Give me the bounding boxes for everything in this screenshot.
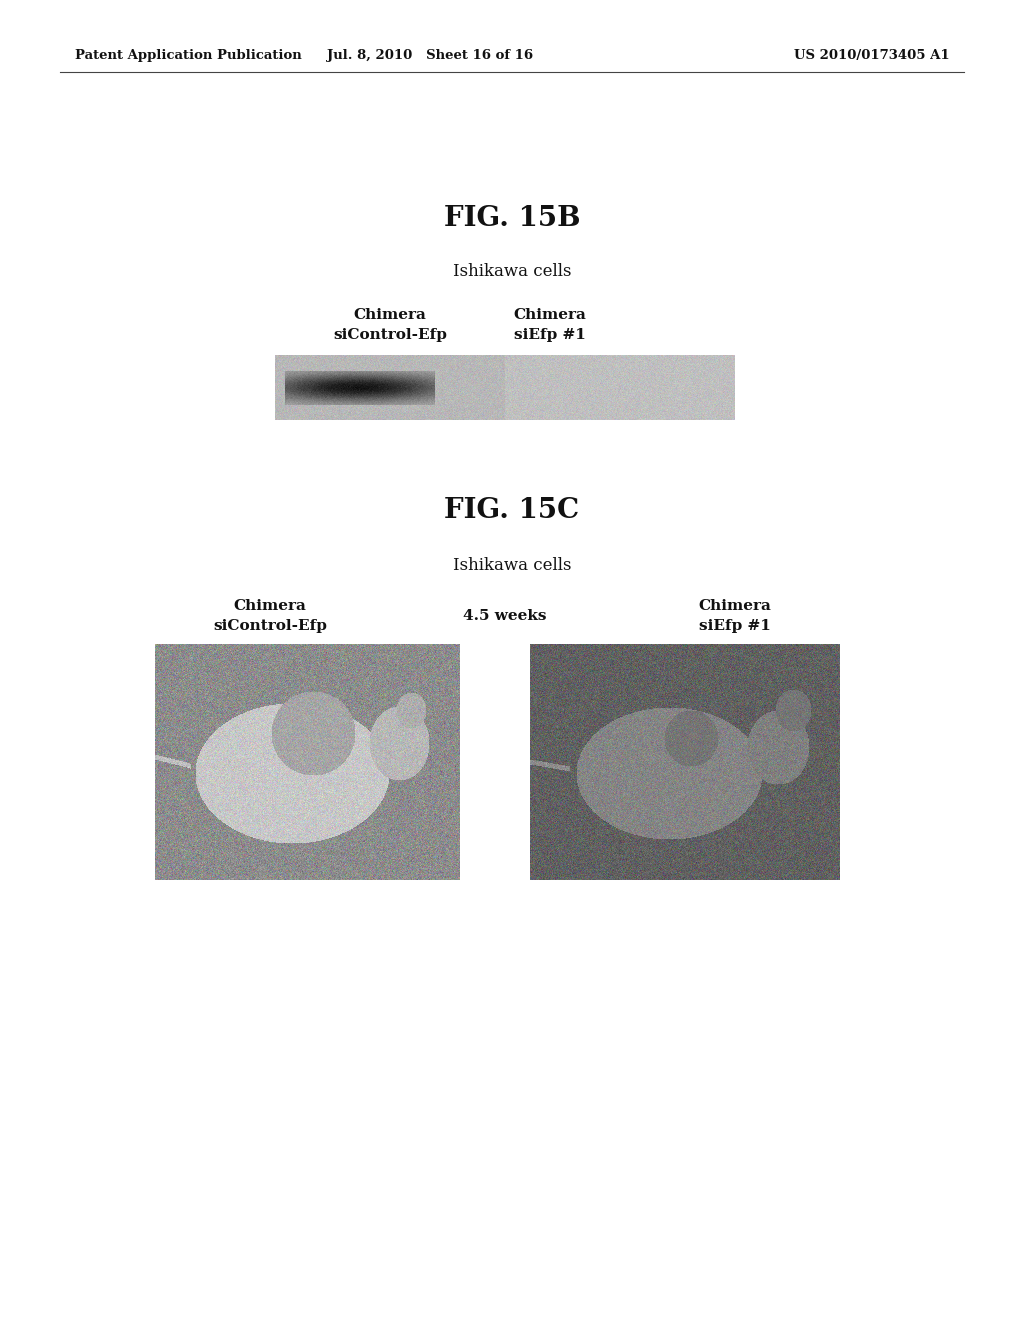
Text: Jul. 8, 2010   Sheet 16 of 16: Jul. 8, 2010 Sheet 16 of 16 [327, 49, 534, 62]
Text: FIG. 15C: FIG. 15C [444, 496, 580, 524]
Text: US 2010/0173405 A1: US 2010/0173405 A1 [795, 49, 950, 62]
Text: Chimera: Chimera [514, 308, 587, 322]
Text: siControl-Efp: siControl-Efp [333, 327, 446, 342]
Text: siEfp #1: siEfp #1 [699, 619, 771, 634]
Text: Chimera: Chimera [353, 308, 426, 322]
Text: Chimera: Chimera [698, 599, 771, 612]
Text: siEfp #1: siEfp #1 [514, 327, 586, 342]
Text: 4.5 weeks: 4.5 weeks [463, 609, 547, 623]
Text: siControl-Efp: siControl-Efp [213, 619, 327, 634]
Text: Chimera: Chimera [233, 599, 306, 612]
Text: Ishikawa cells: Ishikawa cells [453, 557, 571, 573]
Text: Ishikawa cells: Ishikawa cells [453, 264, 571, 281]
Text: FIG. 15B: FIG. 15B [443, 205, 581, 231]
Text: Patent Application Publication: Patent Application Publication [75, 49, 302, 62]
